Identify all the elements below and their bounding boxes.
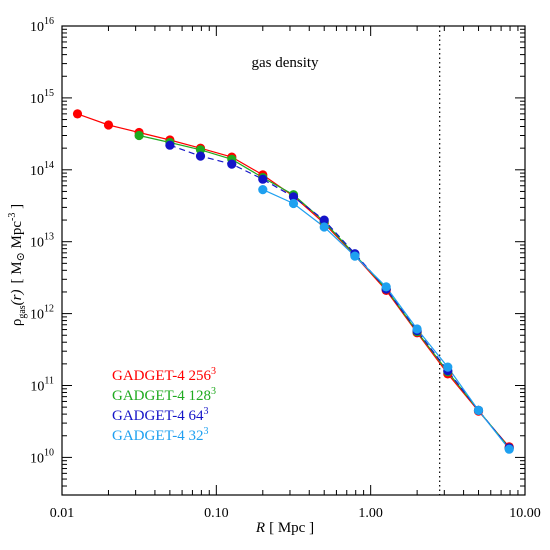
data-point (319, 215, 329, 225)
legend-entry-name: GADGET-4 128 (112, 388, 211, 404)
x-tick-label: 0.01 (50, 506, 75, 521)
data-point (381, 282, 391, 292)
data-point (288, 198, 299, 209)
y-tick-label: 1011 (30, 376, 54, 395)
data-point (258, 185, 268, 195)
legend-entry: GADGET-4 2563 (112, 366, 216, 384)
y-tick-base: 10 (30, 92, 44, 107)
axis-ticks (61, 26, 526, 496)
x-tick-label: 1.00 (358, 506, 383, 521)
data-point (195, 151, 206, 161)
data-point (72, 109, 83, 119)
y-axis-label-symbol: ρ (9, 319, 25, 327)
data-point (288, 192, 299, 202)
y-tick-exponent: 14 (44, 160, 54, 171)
y-tick-base: 10 (30, 451, 44, 466)
data-point (412, 324, 422, 334)
data-point (504, 444, 514, 454)
legend-entry-exponent: 3 (211, 366, 216, 377)
y-axis-units-mid: Mpc (9, 221, 25, 253)
x-tick-label: 0.10 (204, 506, 229, 521)
series-line-4 (262, 189, 510, 450)
legend-entry: GADGET-4 323 (112, 426, 209, 444)
axis-tick-labels: 0.01 0.10 1.00 10.0010101011101210131014101… (30, 16, 541, 521)
y-axis-label: ρgas(r) [ M⊙ Mpc-3 ] (7, 204, 28, 326)
series-line-3 (169, 144, 510, 449)
x-axis-label-symbol: R (255, 520, 265, 536)
y-tick-base: 10 (30, 20, 44, 35)
annotation-gas-density: gas density (251, 55, 319, 71)
data-point (443, 362, 453, 372)
y-tick-exponent: 11 (44, 376, 54, 387)
y-tick-exponent: 13 (44, 232, 54, 243)
y-axis-units-sun: ⊙ (15, 252, 27, 261)
data-point (473, 405, 484, 415)
data-point (227, 159, 237, 169)
legend-entry-name: GADGET-4 256 (112, 368, 212, 384)
y-tick-base: 10 (30, 380, 44, 395)
legend-entry-exponent: 3 (211, 386, 216, 397)
plot-frame (61, 25, 526, 496)
y-tick-exponent: 10 (44, 447, 54, 458)
data-point (258, 174, 268, 184)
y-tick-label: 1012 (30, 304, 54, 323)
y-axis-label-paren: (r) (9, 289, 25, 305)
x-axis-label: R[ Mpc ] (255, 520, 314, 536)
legend-entry: GADGET-4 643 (112, 406, 209, 424)
y-tick-base: 10 (30, 236, 44, 251)
y-axis-label-subscript: gas (17, 305, 28, 318)
data-point (319, 222, 329, 232)
y-tick-label: 1010 (30, 447, 54, 466)
x-tick-label: 10.00 (509, 506, 541, 521)
y-tick-label: 1015 (30, 88, 54, 107)
y-axis-units-open: [ M (9, 261, 25, 283)
data-point (134, 130, 144, 141)
data-point (350, 251, 360, 261)
series-points (72, 109, 514, 454)
legend-entry: GADGET-4 1283 (112, 386, 216, 404)
legend-entry-name: GADGET-4 32 (112, 428, 204, 444)
data-point (195, 145, 206, 155)
y-tick-label: 1014 (30, 160, 54, 179)
y-tick-exponent: 12 (44, 304, 54, 315)
y-axis-units-close: ] (9, 204, 25, 213)
x-axis-label-units: [ Mpc ] (269, 520, 314, 536)
y-tick-exponent: 16 (44, 16, 54, 27)
legend-entry-exponent: 3 (204, 406, 209, 417)
y-axis-units-exp: -3 (7, 213, 18, 221)
legend-entry-exponent: 3 (204, 426, 209, 437)
data-point (103, 120, 114, 130)
y-tick-base: 10 (30, 164, 44, 179)
legend-entry-name: GADGET-4 64 (112, 408, 204, 424)
data-point (165, 140, 175, 150)
y-tick-exponent: 15 (44, 88, 54, 99)
y-tick-label: 1016 (30, 16, 54, 35)
y-tick-label: 1013 (30, 232, 54, 251)
y-tick-base: 10 (30, 308, 44, 323)
